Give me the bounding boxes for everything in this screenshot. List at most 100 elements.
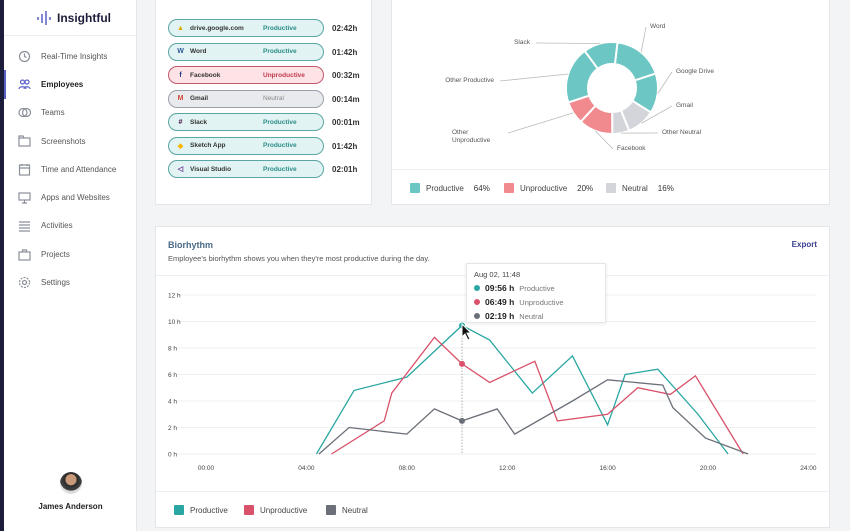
chart-legend-item[interactable]: Unproductive <box>244 505 307 515</box>
sidebar-item-apps-and-websites[interactable]: Apps and Websites <box>4 183 136 211</box>
biorhythm-card: Biorhythm Employee's biorhythm shows you… <box>155 226 831 528</box>
donut-label: Word <box>650 23 666 30</box>
app-row[interactable]: ◆ Sketch App Productive <box>168 136 324 155</box>
series-dot <box>474 313 480 319</box>
app-name: Slack <box>190 118 207 126</box>
hover-point-neutral <box>459 417 466 424</box>
sidebar-item-teams[interactable]: Teams <box>4 99 136 127</box>
leader-line <box>641 105 673 124</box>
donut-chart <box>499 26 673 150</box>
app-status: Productive <box>263 48 297 55</box>
donut-label: Google Drive <box>676 68 714 75</box>
user-profile[interactable]: James Anderson <box>4 472 137 511</box>
tooltip-label: Neutral <box>519 311 544 321</box>
avatar <box>59 472 82 494</box>
legend-percent: 16% <box>657 183 674 193</box>
sidebar-item-label: Settings <box>41 278 70 288</box>
app-icon: ◁ <box>177 166 184 173</box>
legend-swatch <box>410 183 420 193</box>
app-duration: 02:42h <box>332 24 358 33</box>
tooltip-label: Unproductive <box>519 297 564 307</box>
folder-icon <box>18 134 31 147</box>
tooltip-row: 09:56 h Productive <box>474 283 598 293</box>
app-status: Productive <box>263 118 297 126</box>
legend-swatch <box>244 505 254 515</box>
logo-icon <box>37 10 51 25</box>
teams-icon <box>18 108 31 118</box>
x-tick-label: 08:00 <box>399 465 416 472</box>
legend-swatch <box>504 183 514 193</box>
y-tick-label: 8 h <box>168 346 177 353</box>
legend-label: Productive <box>190 505 228 515</box>
leader-line <box>657 71 673 94</box>
series-line-neutral <box>318 379 749 455</box>
sidebar-item-screenshots[interactable]: Screenshots <box>4 127 136 155</box>
app-status: Neutral <box>263 95 284 102</box>
legend-swatch <box>174 505 184 515</box>
app-row[interactable]: W Word Productive <box>168 42 324 61</box>
app-row[interactable]: M Gmail Neutral <box>168 89 324 108</box>
sidebar-item-label: Activities <box>41 221 73 231</box>
series-line-productive <box>315 324 729 455</box>
sidebar-item-activities[interactable]: Activities <box>4 212 136 240</box>
app-name: Word <box>190 48 207 55</box>
sidebar-item-time-and-attendance[interactable]: Time and Attendance <box>4 155 136 183</box>
logo[interactable]: Insightful <box>4 0 136 36</box>
sidebar-item-projects[interactable]: Projects <box>4 240 136 268</box>
app-row[interactable]: ◁ Visual Studio Productive <box>168 160 324 178</box>
sidebar-item-employees[interactable]: Employees <box>4 70 136 99</box>
donut-label: Facebook <box>617 145 646 152</box>
sidebar-item-real-time-insights[interactable]: Real-Time Insights <box>4 42 136 70</box>
y-tick-label: 6 h <box>168 372 177 379</box>
y-tick-label: 10 h <box>168 319 181 326</box>
series-dot <box>474 285 480 291</box>
legend-item: Productive 64% <box>410 183 490 193</box>
chart-legend-item[interactable]: Neutral <box>326 505 368 515</box>
y-tick-label: 12 h <box>168 293 181 300</box>
export-button[interactable]: Export <box>791 240 817 249</box>
tooltip-date: Aug 02, 11:48 <box>474 270 521 279</box>
donut-segment[interactable] <box>583 41 619 71</box>
donut-label: Other Unproductive <box>452 129 491 144</box>
sidebar-item-label: Projects <box>41 249 70 259</box>
donut-label: Other Neutral <box>662 129 702 136</box>
biorhythm-subtitle: Employee's biorhythm shows you when they… <box>168 254 430 263</box>
divider <box>392 169 831 170</box>
app-duration: 01:42h <box>332 47 358 57</box>
x-tick-label: 24:00 <box>800 465 817 472</box>
divider <box>156 491 831 492</box>
sidebar-item-label: Time and Attendance <box>41 164 117 174</box>
legend-label: Neutral <box>622 183 648 193</box>
chart-legend-item[interactable]: Productive <box>174 505 228 515</box>
list-icon <box>19 221 30 233</box>
app-name: drive.google.com <box>190 24 244 32</box>
donut-label: Other Productive <box>445 77 494 84</box>
app-name: Sketch App <box>190 142 226 149</box>
app-icon: ◆ <box>177 142 184 150</box>
sidebar-item-label: Teams <box>41 108 65 118</box>
donut-label: Slack <box>514 39 530 46</box>
tooltip-value: 02:19 h <box>485 311 515 321</box>
leader-line <box>507 112 574 134</box>
window-edge <box>0 0 4 531</box>
sidebar-nav: Real-Time Insights Employees Teams Screensh… <box>4 42 136 297</box>
sidebar-item-label: Screenshots <box>41 136 86 146</box>
sidebar-item-settings[interactable]: Settings <box>4 268 136 296</box>
app-row[interactable]: f Facebook Unproductive <box>168 66 324 84</box>
gear-icon <box>18 276 31 289</box>
hover-point-unproductive <box>459 360 466 367</box>
legend-label: Unproductive <box>520 183 568 193</box>
app-status: Productive <box>263 24 297 32</box>
leader-line <box>640 26 647 53</box>
clock-icon <box>18 50 31 62</box>
leader-line <box>595 130 614 150</box>
tooltip-value: 06:49 h <box>485 297 515 307</box>
sidebar-item-label: Apps and Websites <box>41 193 110 203</box>
leader-line <box>499 73 569 82</box>
app-icon: ▲ <box>177 24 184 32</box>
app-row[interactable]: # Slack Productive <box>168 113 324 131</box>
app-icon: f <box>179 71 182 79</box>
legend-percent: 64% <box>473 183 490 193</box>
app-row[interactable]: ▲ drive.google.com Productive <box>168 19 324 37</box>
app-name: Visual Studio <box>190 165 232 173</box>
